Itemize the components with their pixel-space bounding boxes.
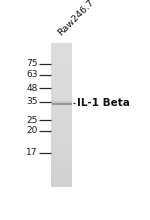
Bar [51,151,72,155]
Bar [51,133,72,137]
Bar [51,104,72,108]
Bar [51,69,72,72]
Bar [51,141,72,144]
Bar [51,180,72,184]
Bar [52,103,72,105]
Bar [52,101,72,103]
Bar [51,97,72,101]
Bar [51,51,72,54]
Text: 17: 17 [26,148,38,157]
Text: 20: 20 [27,126,38,135]
Bar [51,169,72,173]
Bar [51,137,72,141]
Bar [51,43,72,47]
Bar [51,184,72,187]
Bar [51,173,72,176]
Bar [51,90,72,94]
Bar [51,166,72,169]
Bar [51,176,72,180]
Bar [51,126,72,130]
Bar [51,162,72,166]
Text: 63: 63 [26,70,38,79]
Bar [51,148,72,151]
Bar [51,119,72,123]
Bar [51,86,72,90]
Text: 25: 25 [27,116,38,125]
Bar [51,72,72,76]
Bar [51,115,72,119]
Bar [51,47,72,51]
Bar [51,58,72,61]
Bar [51,112,72,115]
Bar [51,130,72,133]
Bar [51,43,72,187]
Text: IL-1 Beta: IL-1 Beta [77,99,130,108]
Bar [51,144,72,148]
Bar [51,76,72,79]
Text: 75: 75 [26,59,38,68]
Text: Raw246.7: Raw246.7 [57,0,96,37]
Bar [51,79,72,83]
Text: 35: 35 [26,97,38,106]
Bar [51,54,72,58]
Bar [51,108,72,112]
Bar [51,159,72,162]
Bar [51,65,72,69]
Bar [51,61,72,65]
Text: 48: 48 [27,84,38,93]
Bar [51,101,72,104]
Bar [51,155,72,159]
Bar [51,94,72,97]
Bar [51,83,72,86]
Bar [51,123,72,126]
